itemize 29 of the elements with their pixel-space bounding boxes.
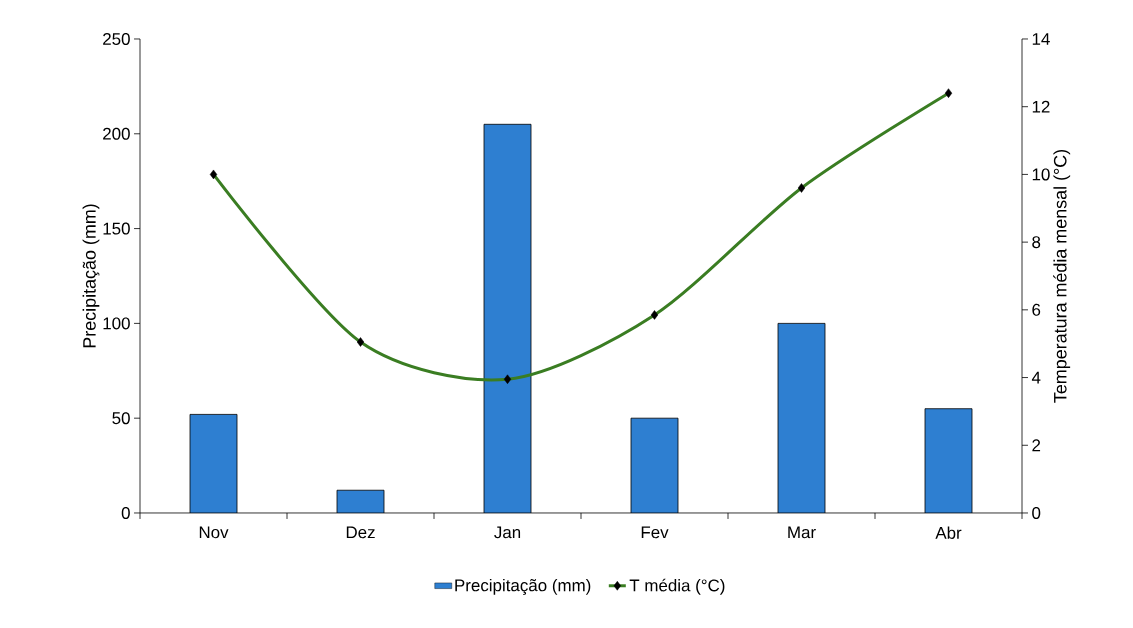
x-tick-label: Dez: [346, 526, 375, 539]
bar: [631, 418, 679, 513]
bar: [484, 124, 532, 513]
x-tick-label: Fev: [641, 526, 669, 539]
bar: [190, 414, 238, 513]
y2-tick-label: 0: [1032, 506, 1041, 519]
legend-label: T média (°C): [629, 578, 725, 595]
y-tick-label: 100: [103, 317, 130, 330]
bar: [778, 323, 826, 513]
y2-tick-label: 10: [1032, 168, 1050, 181]
y2-tick-label: 2: [1032, 439, 1041, 452]
x-tick-label: Abr: [935, 526, 962, 539]
y-tick-label: 250: [103, 32, 130, 45]
y-axis-title: Precipitação (mm): [82, 204, 100, 348]
y-tick-label: 0: [121, 506, 130, 519]
x-tick-label: Jan: [494, 526, 521, 539]
bar: [924, 408, 973, 513]
x-tick-label: Mar: [788, 526, 816, 539]
y2-tick-label: 12: [1032, 100, 1050, 113]
x-tick-label: Nov: [199, 526, 229, 539]
y2-tick-label: 6: [1032, 303, 1041, 316]
legend-label: Precipitação (mm): [455, 578, 591, 595]
y2-tick-label: 8: [1032, 236, 1041, 249]
y-tick-label: 200: [103, 127, 130, 140]
y2-tick-label: 14: [1032, 33, 1050, 45]
y-tick-label: 150: [103, 222, 130, 235]
y2-tick-label: 4: [1031, 371, 1041, 384]
y2-axis-title: Temperatura média mensal (°C): [1053, 149, 1071, 403]
y-tick-label: 50: [112, 412, 130, 425]
